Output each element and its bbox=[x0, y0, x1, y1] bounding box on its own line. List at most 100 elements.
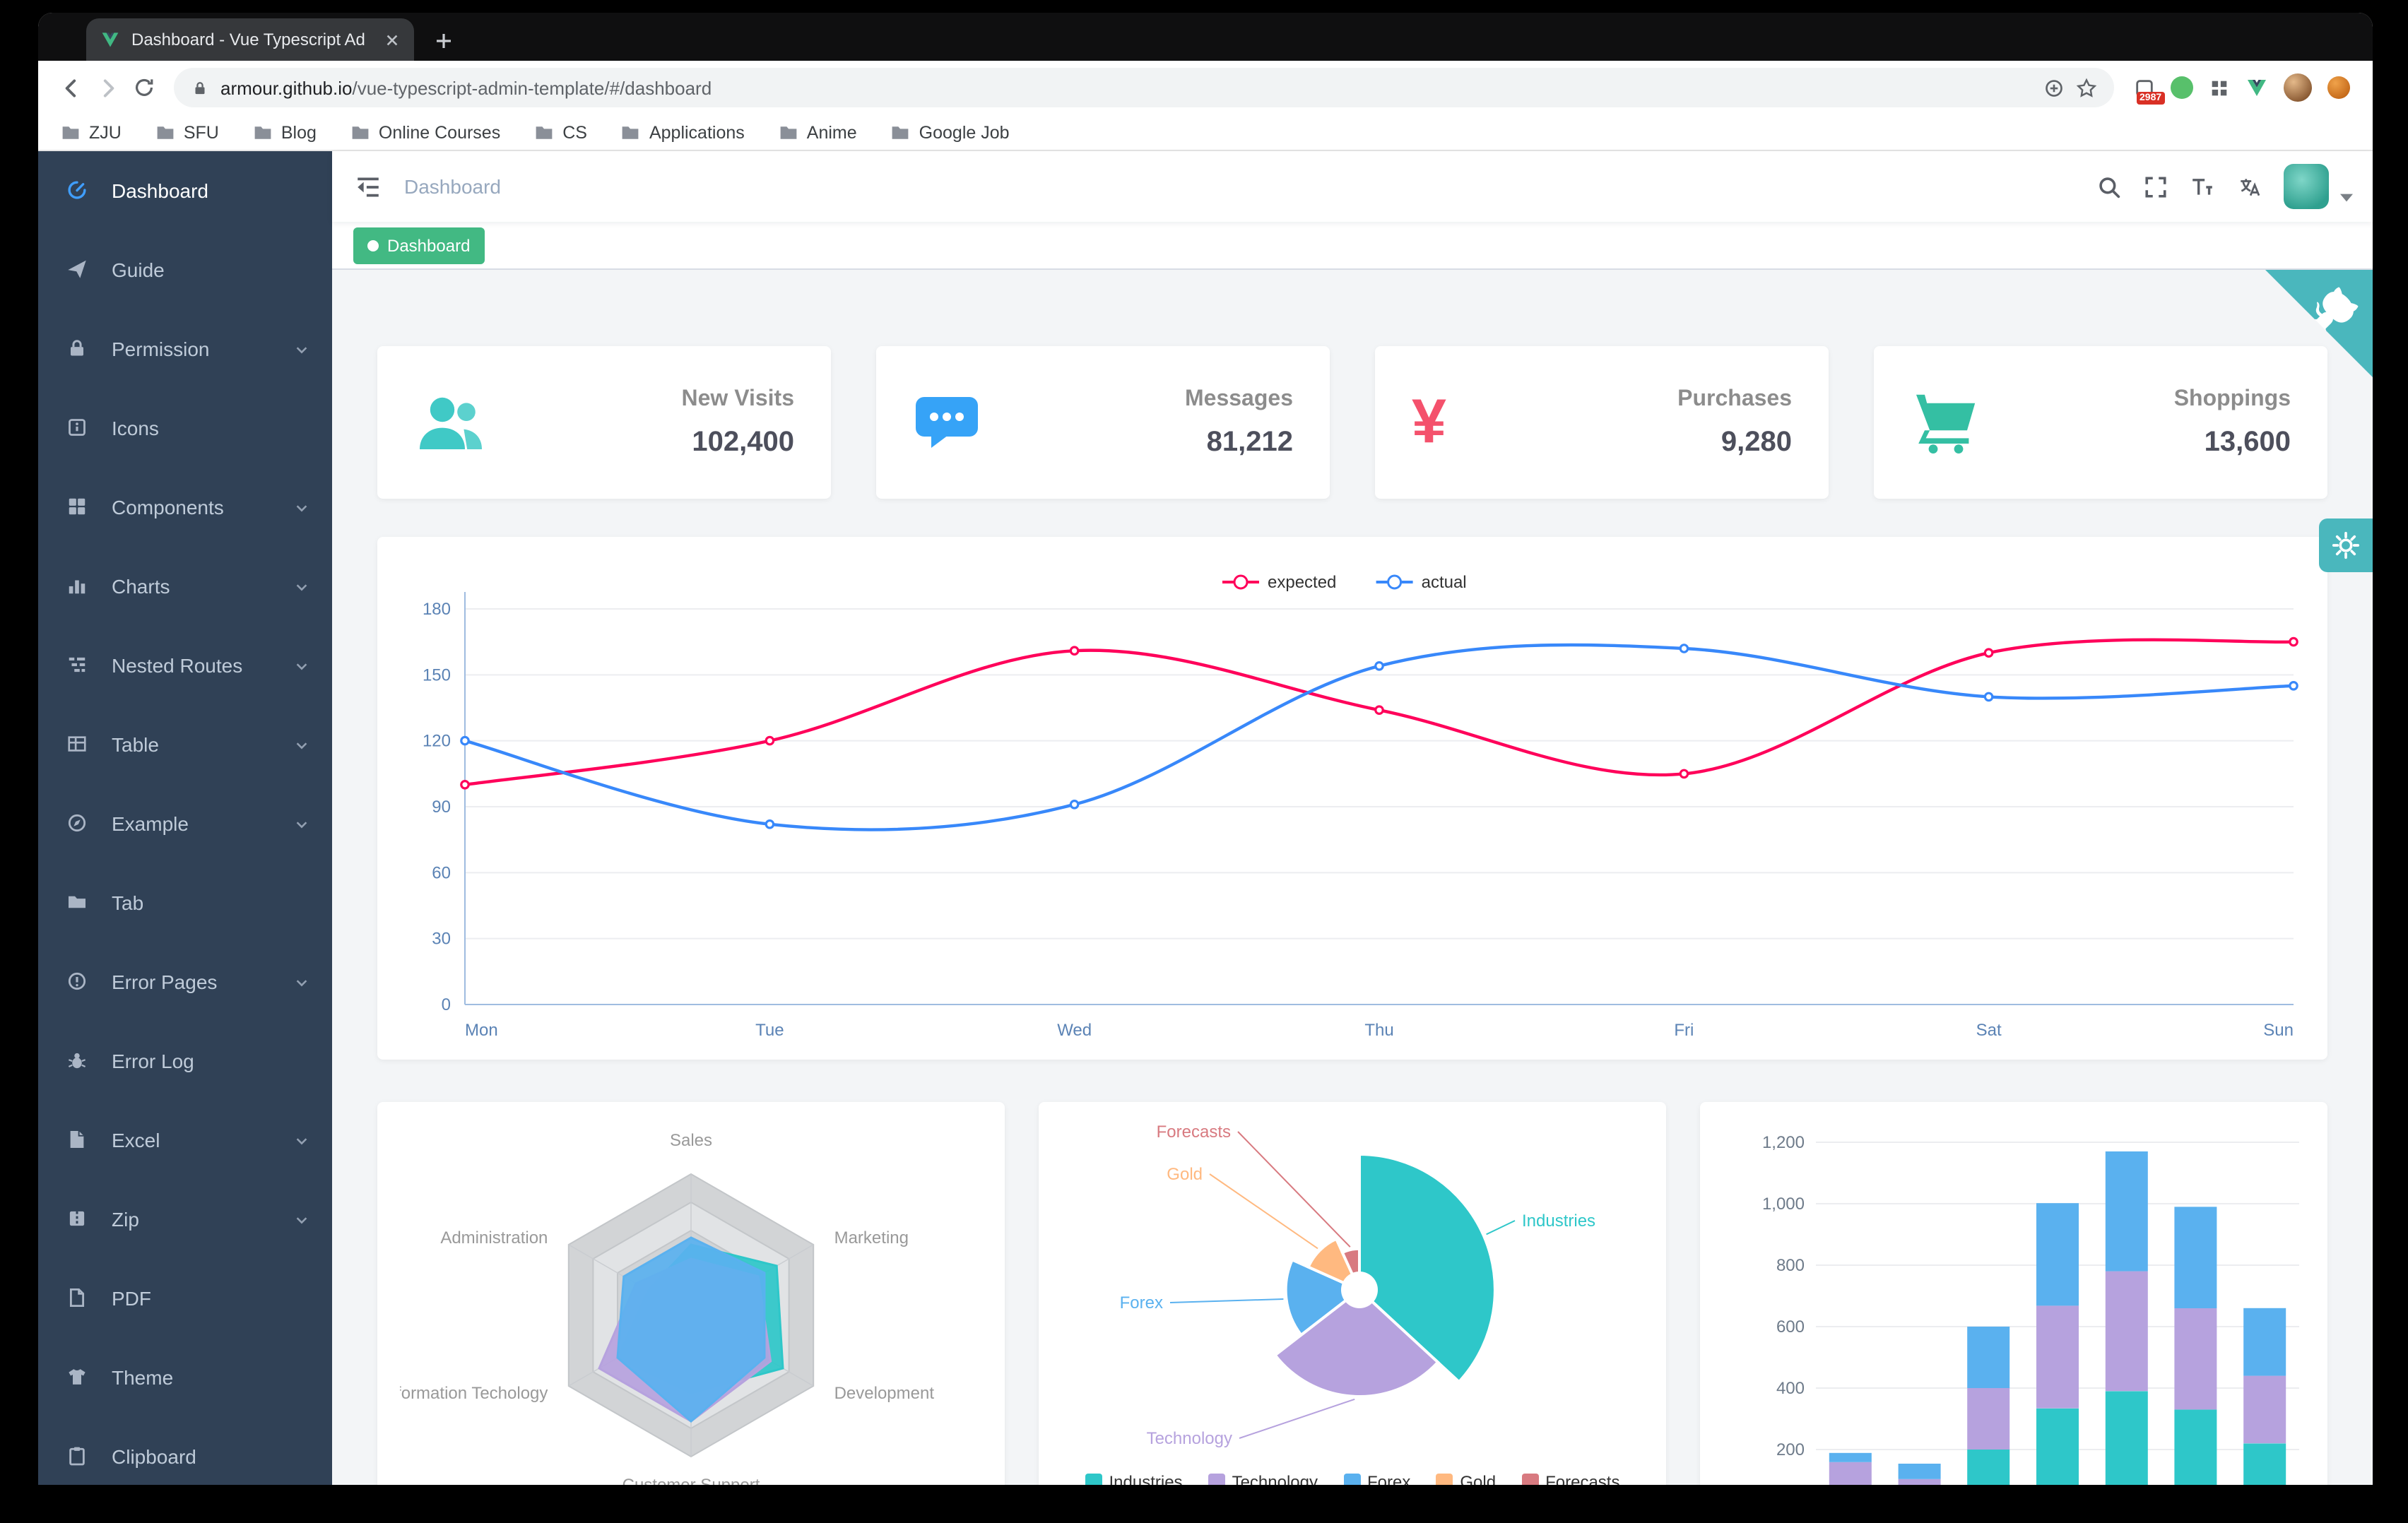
text-size-icon[interactable] bbox=[2190, 174, 2214, 198]
sidebar-item-nested-routes[interactable]: Nested Routes bbox=[38, 626, 332, 705]
bookmark-item-google-job[interactable]: Google Job bbox=[891, 122, 1010, 142]
sidebar-item-label: Error Log bbox=[112, 1050, 194, 1072]
legend-label: Forex bbox=[1367, 1472, 1411, 1485]
legend-label: Gold bbox=[1460, 1472, 1497, 1485]
bookmark-star-icon[interactable] bbox=[2076, 77, 2097, 98]
zip-icon bbox=[66, 1208, 89, 1231]
bookmark-label: ZJU bbox=[89, 122, 122, 142]
bookmark-item-online-courses[interactable]: Online Courses bbox=[350, 122, 500, 142]
search-icon[interactable] bbox=[2097, 174, 2121, 198]
svg-text:1,000: 1,000 bbox=[1762, 1195, 1805, 1214]
sidebar-item-zip[interactable]: Zip bbox=[38, 1180, 332, 1259]
pie-legend-item-industries[interactable]: Industries bbox=[1085, 1472, 1183, 1485]
dashboard-content: New Visits 102,400 Messages 81,212 ¥ Purchase… bbox=[332, 270, 2373, 1485]
chevron-down-icon bbox=[294, 974, 309, 990]
stat-card-purchases[interactable]: ¥ Purchases 9,280 bbox=[1375, 346, 1829, 499]
sidebar-item-permission[interactable]: Permission bbox=[38, 309, 332, 389]
stat-card-value: 9,280 bbox=[1721, 426, 1792, 457]
sidebar-item-label: Charts bbox=[112, 575, 170, 598]
svg-text:Tue: Tue bbox=[755, 1021, 784, 1037]
bookmark-item-applications[interactable]: Applications bbox=[621, 122, 745, 142]
bookmark-item-sfu[interactable]: SFU bbox=[155, 122, 219, 142]
bookmark-item-zju[interactable]: ZJU bbox=[61, 122, 122, 142]
user-avatar[interactable] bbox=[2284, 164, 2329, 209]
forward-button-icon[interactable] bbox=[89, 69, 126, 106]
sidebar-item-guide[interactable]: Guide bbox=[38, 230, 332, 309]
bookmark-item-cs[interactable]: CS bbox=[534, 122, 587, 142]
zoom-page-icon[interactable] bbox=[2043, 77, 2065, 98]
main-area: Dashboard Dashboard bbox=[332, 151, 2373, 1485]
bookmark-item-blog[interactable]: Blog bbox=[253, 122, 317, 142]
back-button-icon[interactable] bbox=[52, 69, 89, 106]
orange-profile-icon[interactable] bbox=[2327, 76, 2350, 99]
sidebar-item-clipboard[interactable]: Clipboard bbox=[38, 1417, 332, 1485]
browser-tab[interactable]: Dashboard - Vue Typescript Ad bbox=[86, 18, 414, 61]
sidebar-item-label: Zip bbox=[112, 1208, 139, 1231]
svg-text:150: 150 bbox=[423, 665, 451, 685]
sidebar-item-excel[interactable]: Excel bbox=[38, 1101, 332, 1180]
sidebar-item-icons[interactable]: Icons bbox=[38, 389, 332, 468]
money-icon: ¥ bbox=[1412, 387, 1446, 456]
tag-dashboard[interactable]: Dashboard bbox=[353, 227, 485, 263]
pie-legend-item-technology[interactable]: Technology bbox=[1208, 1472, 1318, 1485]
grid-extension-icon[interactable] bbox=[2209, 77, 2230, 98]
legend-swatch bbox=[1343, 1474, 1360, 1485]
pie-legend-item-forex[interactable]: Forex bbox=[1343, 1472, 1410, 1485]
reload-button-icon[interactable] bbox=[126, 69, 163, 106]
legend-label: Technology bbox=[1232, 1472, 1318, 1485]
bookmark-label: Anime bbox=[806, 122, 857, 142]
sidebar-item-dashboard[interactable]: Dashboard bbox=[38, 151, 332, 230]
lock-icon bbox=[66, 338, 89, 360]
pie-legend-item-gold[interactable]: Gold bbox=[1436, 1472, 1496, 1485]
github-corner-icon[interactable] bbox=[2265, 270, 2373, 377]
vue-devtools-icon[interactable] bbox=[2245, 76, 2268, 99]
green-extension-icon[interactable] bbox=[2171, 76, 2193, 99]
browser-toolbar: armour.github.io/vue-typescript-admin-te… bbox=[38, 61, 2373, 114]
sidebar-item-pdf[interactable]: PDF bbox=[38, 1259, 332, 1338]
excel-icon bbox=[66, 1129, 89, 1151]
profile-avatar[interactable] bbox=[2284, 73, 2312, 102]
extension-icon[interactable]: 2987 bbox=[2134, 77, 2165, 104]
address-bar[interactable]: armour.github.io/vue-typescript-admin-te… bbox=[174, 68, 2114, 107]
translate-icon[interactable] bbox=[2237, 174, 2261, 198]
tab-close-icon[interactable] bbox=[384, 32, 400, 47]
new-tab-button[interactable] bbox=[434, 31, 454, 51]
stat-card-shoppings[interactable]: Shoppings 13,600 bbox=[1874, 346, 2327, 499]
stat-card-value: 81,212 bbox=[1206, 426, 1293, 457]
sidebar-item-example[interactable]: Example bbox=[38, 784, 332, 863]
sidebar-item-table[interactable]: Table bbox=[38, 705, 332, 784]
fullscreen-icon[interactable] bbox=[2144, 174, 2168, 198]
hamburger-icon[interactable] bbox=[332, 174, 404, 198]
bookmark-label: Google Job bbox=[919, 122, 1010, 142]
tab-title: Dashboard - Vue Typescript Ad bbox=[131, 30, 365, 49]
svg-text:0: 0 bbox=[442, 995, 451, 1014]
sidebar-item-charts[interactable]: Charts bbox=[38, 547, 332, 626]
folder-icon bbox=[350, 122, 370, 142]
breadcrumb: Dashboard bbox=[404, 175, 501, 198]
svg-text:Development: Development bbox=[834, 1384, 935, 1403]
stat-card-messages[interactable]: Messages 81,212 bbox=[876, 346, 1330, 499]
settings-panel-button[interactable] bbox=[2319, 518, 2373, 572]
svg-text:800: 800 bbox=[1776, 1256, 1805, 1275]
sidebar-item-components[interactable]: Components bbox=[38, 468, 332, 547]
sidebar-item-error-log[interactable]: Error Log bbox=[38, 1021, 332, 1101]
bottom-charts-row: Sales Administration Information Techology… bbox=[377, 1102, 2327, 1485]
svg-text:Wed: Wed bbox=[1057, 1021, 1092, 1037]
caret-down-icon[interactable] bbox=[2340, 194, 2353, 202]
legend-swatch bbox=[1208, 1474, 1225, 1485]
weekly-line-chart: 0 30 60 90 120 150 180 Mon Tue Wed Thu Fri Sat Sun exp… bbox=[423, 573, 2298, 1037]
svg-text:120: 120 bbox=[423, 732, 451, 751]
svg-text:Forex: Forex bbox=[1120, 1293, 1163, 1312]
pie-legend-item-forecasts[interactable]: Forecasts bbox=[1521, 1472, 1619, 1485]
sidebar-item-tab[interactable]: Tab bbox=[38, 863, 332, 942]
guide-icon bbox=[66, 259, 89, 281]
stat-card-new-visits[interactable]: New Visits 102,400 bbox=[377, 346, 831, 499]
sidebar-item-theme[interactable]: Theme bbox=[38, 1338, 332, 1417]
bookmark-item-anime[interactable]: Anime bbox=[779, 122, 857, 142]
theme-icon bbox=[66, 1366, 89, 1389]
error-pages-icon bbox=[66, 971, 89, 993]
sidebar-item-error-pages[interactable]: Error Pages bbox=[38, 942, 332, 1021]
tag-label: Dashboard bbox=[387, 235, 471, 255]
svg-text:Sales: Sales bbox=[670, 1131, 712, 1150]
padlock-icon bbox=[191, 78, 209, 97]
